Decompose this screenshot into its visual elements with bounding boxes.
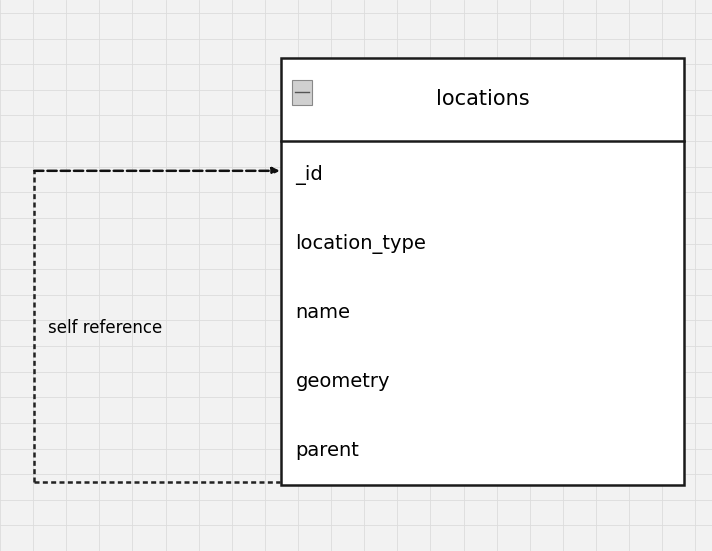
Text: self reference: self reference	[48, 319, 162, 337]
Text: location_type: location_type	[295, 234, 426, 254]
Bar	[292, 80, 312, 105]
Text: parent: parent	[295, 441, 360, 460]
Text: locations: locations	[436, 89, 529, 109]
Text: geometry: geometry	[295, 372, 390, 391]
Text: _id: _id	[295, 165, 323, 185]
Text: name: name	[295, 303, 350, 322]
Bar	[281, 58, 684, 485]
